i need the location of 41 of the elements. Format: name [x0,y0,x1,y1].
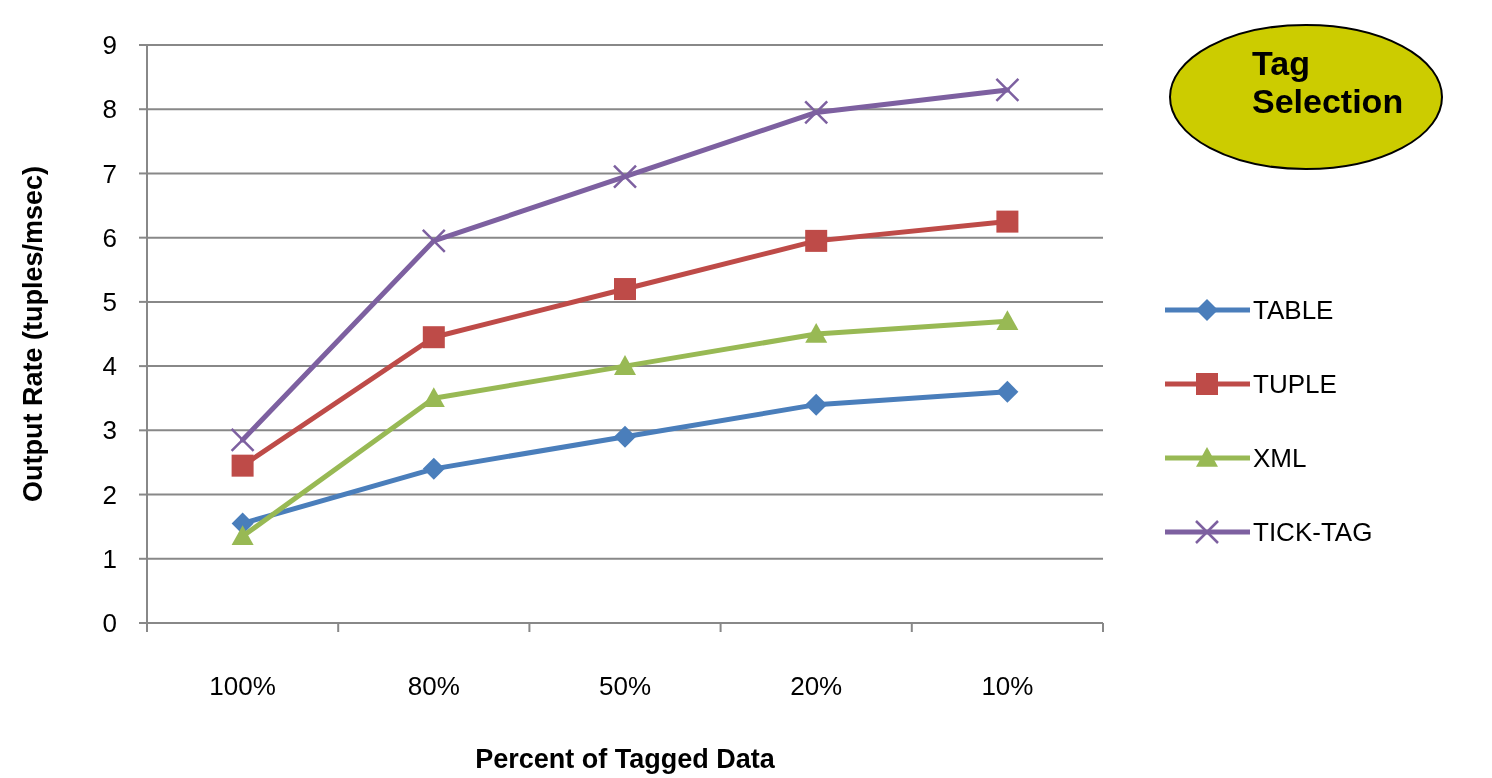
y-tick-label: 4 [102,351,117,382]
legend-label: TUPLE [1253,369,1337,400]
point [421,228,447,254]
point [996,310,1019,330]
x-tick-label: 80% [407,671,460,701]
point [614,278,636,301]
point [805,393,828,416]
point [995,77,1020,103]
point [805,229,828,252]
legend-label: TICK-TAG [1253,517,1373,548]
point [422,326,445,349]
x-tick-label: 10% [981,671,1034,701]
point [996,380,1019,403]
legend-label: TABLE [1253,295,1334,326]
point [230,427,255,453]
y-axis-title: Output Rate (tuples/msec) [18,165,48,503]
y-tick-label: 2 [102,479,117,510]
x-tick-label: 100% [209,671,276,701]
point [805,323,828,343]
point [422,457,445,480]
point [422,387,445,408]
y-tick-label: 1 [102,543,117,574]
text: Tag Selection [1252,44,1404,120]
y-tick-label: 7 [102,158,117,189]
point [614,355,636,375]
point [614,425,636,448]
x-axis-title: Percent of Tagged Data [475,744,776,774]
point [612,164,638,189]
point [803,100,829,125]
y-tick-label: 6 [102,222,117,253]
point [996,210,1019,233]
point [231,525,254,546]
y-tick-label: 0 [102,608,117,639]
y-tick-label: 8 [102,94,117,125]
point [231,454,254,477]
legend-label: XML [1253,443,1307,474]
x-tick-label: 20% [790,671,843,701]
y-tick-label: 5 [102,286,117,317]
y-tick-label: 3 [102,415,117,446]
x-tick-label: 50% [598,671,652,701]
y-tick-label: 9 [102,30,117,61]
